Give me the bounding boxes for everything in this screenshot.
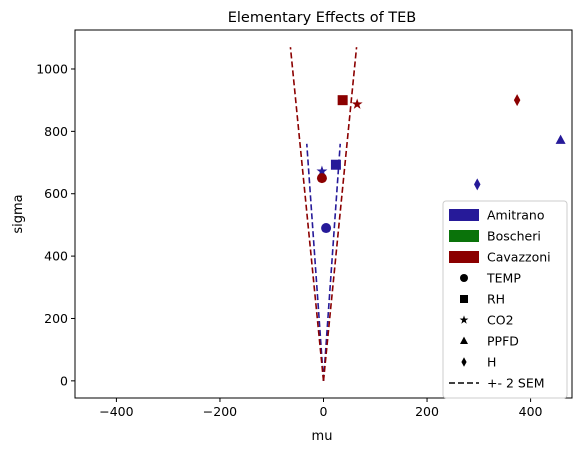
- x-tick-label: 400: [519, 404, 543, 419]
- point-cavazzoni-h: [513, 94, 521, 107]
- plot-area: [289, 47, 566, 381]
- legend-h-marker: [461, 357, 467, 367]
- point-amitrano-rh: [330, 159, 341, 170]
- y-tick-label: 0: [60, 373, 68, 388]
- legend-label: Cavazzoni: [487, 250, 551, 265]
- legend-swatch-cavazzoni: [449, 251, 479, 263]
- point-amitrano-temp: [321, 223, 332, 234]
- x-tick-label: 0: [320, 404, 328, 419]
- point-amitrano-co2: [316, 165, 328, 176]
- legend: Amitrano Boscheri Cavazzoni TEMP RH CO2 PPFD H +…: [442, 200, 568, 399]
- legend-temp-marker: [460, 274, 468, 282]
- legend-label: Amitrano: [487, 208, 544, 223]
- sem-line-amitrano-left: [305, 143, 325, 381]
- point-amitrano-h: [474, 178, 481, 191]
- legend-label: +- 2 SEM: [487, 376, 545, 391]
- sem-line-amitrano-right: [322, 143, 342, 381]
- x-tick-label: 200: [415, 404, 439, 419]
- chart-title: Elementary Effects of TEB: [228, 10, 417, 26]
- y-axis-ticks: 0 200 400 600 800 1000: [36, 61, 75, 388]
- legend-label: TEMP: [486, 271, 521, 286]
- sem-line-cavazzoni-left: [289, 47, 325, 381]
- legend-label: PPFD: [487, 334, 519, 349]
- legend-co2-marker: [459, 315, 469, 324]
- point-cavazzoni-temp: [316, 173, 327, 184]
- legend-swatch-boscheri: [449, 230, 479, 242]
- x-axis-label: mu: [312, 429, 333, 444]
- x-axis-ticks: −400 −200 0 200 400: [99, 398, 543, 419]
- y-axis-label: sigma: [11, 194, 26, 233]
- point-cavazzoni-rh: [337, 95, 348, 106]
- y-tick-label: 1000: [36, 61, 68, 76]
- legend-ppfd-marker: [460, 336, 468, 344]
- y-tick-label: 800: [44, 124, 68, 139]
- y-tick-label: 600: [44, 186, 68, 201]
- legend-label: H: [487, 355, 496, 370]
- point-cavazzoni-co2: [351, 98, 363, 109]
- sem-line-cavazzoni-right: [322, 47, 358, 381]
- legend-label: CO2: [487, 313, 514, 328]
- point-amitrano-ppfd: [555, 134, 566, 144]
- legend-label: RH: [487, 292, 505, 307]
- legend-box: [442, 200, 568, 399]
- legend-swatch-amitrano: [449, 209, 479, 221]
- legend-label: Boscheri: [487, 229, 541, 244]
- x-tick-label: −400: [99, 404, 133, 419]
- y-tick-label: 200: [44, 311, 68, 326]
- y-tick-label: 400: [44, 249, 68, 264]
- legend-rh-marker: [460, 295, 468, 303]
- x-tick-label: −200: [203, 404, 237, 419]
